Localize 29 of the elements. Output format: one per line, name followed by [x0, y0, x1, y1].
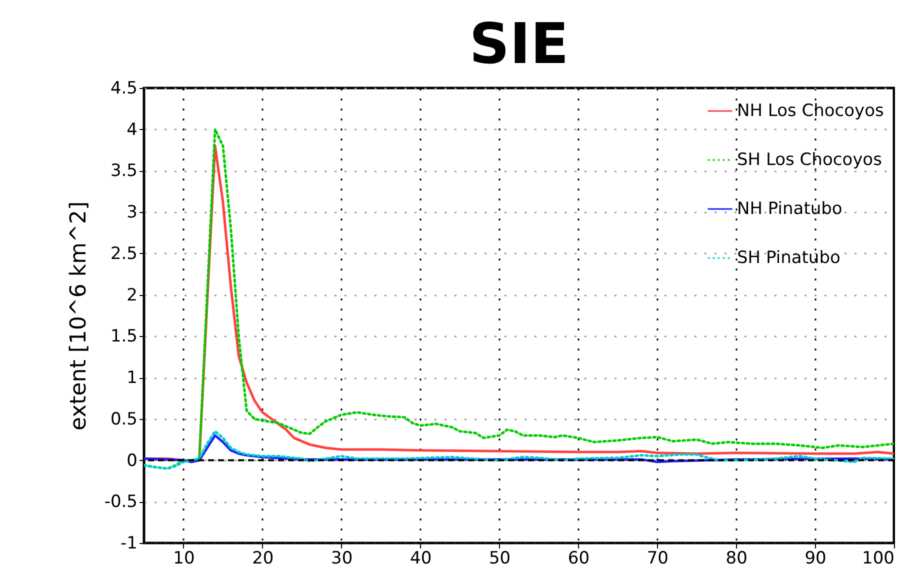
x-tick-label: 80 — [726, 548, 748, 568]
y-tick-label: 2.5 — [110, 244, 138, 264]
legend-label: SH Pinatubo — [737, 248, 840, 268]
x-tick-label: 20 — [252, 548, 274, 568]
y-tick-label: 2 — [126, 285, 138, 306]
y-tick-label: 0.5 — [110, 409, 138, 430]
x-tick-label: 10 — [173, 548, 195, 568]
chart-title: SIE — [469, 12, 569, 77]
y-axis-title: extent [10^6 km^2] — [66, 201, 92, 431]
legend-label: SH Los Chocoyos — [737, 150, 882, 170]
y-tick-label: 3 — [126, 202, 138, 223]
y-tick-label: -1 — [120, 534, 138, 554]
x-tick-label: 70 — [646, 548, 668, 568]
x-tick-label: 30 — [331, 548, 353, 568]
y-tick-label: -0.5 — [104, 492, 138, 512]
y-tick-label: 4 — [126, 120, 138, 140]
y-tick-label: 1.5 — [110, 326, 138, 347]
x-tick-label: 90 — [804, 548, 826, 568]
x-tick-label: 100 — [862, 548, 894, 568]
x-tick-label: 40 — [410, 548, 432, 568]
legend-label: NH Pinatubo — [737, 199, 842, 219]
x-tick-label: 50 — [488, 548, 511, 568]
line-series — [144, 430, 894, 470]
legend-label: NH Los Chocoyos — [737, 101, 884, 121]
y-tick-label: 0 — [126, 450, 138, 471]
y-tick-label: 4.5 — [110, 78, 138, 98]
y-tick-label: 3.5 — [110, 161, 138, 182]
x-tick-label: 60 — [568, 548, 590, 568]
y-tick-label: 1 — [126, 368, 138, 388]
